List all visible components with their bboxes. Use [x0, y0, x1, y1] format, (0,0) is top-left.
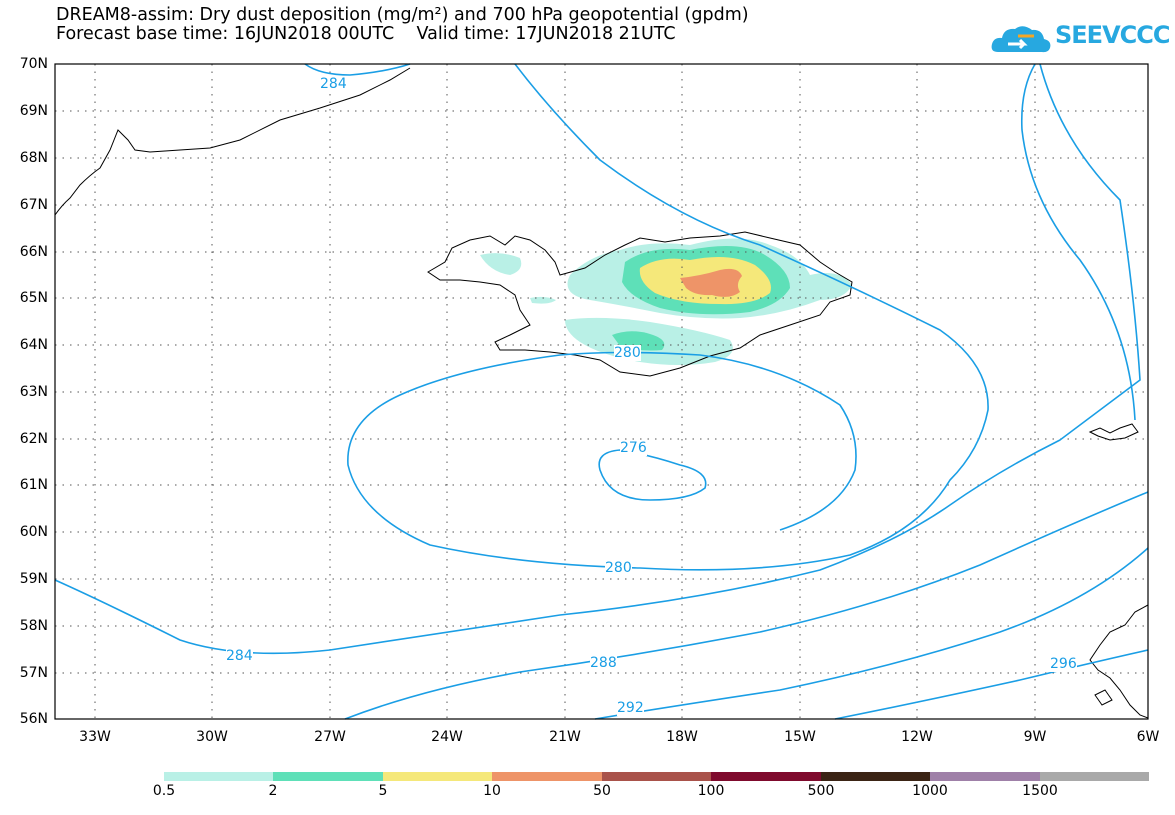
legend-label: 1000: [912, 783, 948, 799]
contour-label: 284: [226, 648, 253, 664]
lon-label: 12W: [901, 729, 933, 745]
contour-label: 284: [320, 76, 347, 92]
contour-label: 296: [1050, 656, 1077, 672]
contour-label: 288: [590, 655, 617, 671]
lon-label: 15W: [784, 729, 816, 745]
legend-label: 5: [378, 783, 388, 799]
legend-swatch: [273, 772, 383, 781]
legend-swatch: [492, 772, 602, 781]
lon-label: 24W: [431, 729, 463, 745]
lat-label: 68N: [19, 150, 48, 166]
graticule: [55, 64, 1148, 719]
hebrides: [1094, 689, 1113, 706]
geopotential-contours: [54, 63, 1149, 720]
contour-280-north: [347, 63, 989, 571]
contour-label: 280: [605, 560, 632, 576]
legend-swatch: [382, 772, 493, 781]
faroe-islands: [1088, 423, 1139, 441]
legend-label: 10: [483, 783, 501, 799]
cloud-logo-icon: [991, 26, 1051, 53]
lon-label: 30W: [196, 729, 228, 745]
coastlines: [54, 67, 1149, 719]
lon-label: 33W: [79, 729, 111, 745]
legend-label: 0.5: [152, 783, 176, 799]
lat-label: 57N: [19, 665, 48, 681]
dust-area-05-west: [480, 253, 522, 275]
dust-area-10: [680, 268, 742, 297]
lat-label: 59N: [19, 571, 48, 587]
lon-label: 27W: [314, 729, 346, 745]
lat-label: 56N: [19, 711, 48, 727]
lat-label: 65N: [19, 290, 48, 306]
lat-label: 60N: [19, 524, 48, 540]
contour-north-east: [1020, 63, 1136, 421]
legend-swatch: [711, 772, 821, 781]
contour-284-south: [54, 63, 1141, 655]
map-title: DREAM8-assim: Dry dust deposition (mg/m²…: [56, 5, 749, 25]
contour-label: 292: [617, 700, 644, 716]
lat-label: 67N: [19, 197, 48, 213]
legend-label: 100: [697, 783, 725, 799]
lon-label: 18W: [666, 729, 698, 745]
contour-276: [598, 449, 707, 501]
contour-label: 280: [614, 345, 641, 361]
contour-292: [594, 547, 1149, 720]
lat-label: 62N: [19, 431, 48, 447]
legend-swatch: [1039, 772, 1149, 781]
lat-label: 64N: [19, 337, 48, 353]
legend-color-bar: [164, 772, 1149, 781]
lat-label: 58N: [19, 618, 48, 634]
lon-label: 21W: [549, 729, 581, 745]
iceland-coast: [427, 231, 853, 377]
greenland-coast: [54, 67, 411, 216]
dust-shading: [480, 238, 852, 365]
legend-swatch: [930, 772, 1040, 781]
lon-label: 6W: [1136, 729, 1160, 745]
legend-label: 1500: [1022, 783, 1058, 799]
lon-label: 9W: [1023, 729, 1047, 745]
logo-text: SEEVCCC: [1055, 21, 1170, 49]
legend-swatch: [601, 772, 712, 781]
contour-284-north: [304, 63, 411, 76]
scotland-coast: [1089, 604, 1149, 719]
lat-label: 66N: [19, 244, 48, 260]
lat-label: 61N: [19, 477, 48, 493]
contour-296: [834, 649, 1149, 720]
lat-label: 70N: [19, 56, 48, 72]
contour-label: 276: [620, 440, 647, 456]
lat-label: 69N: [19, 103, 48, 119]
contour-288: [344, 491, 1149, 720]
legend-swatch: [164, 772, 274, 781]
map-frame: [54, 63, 1149, 720]
lat-label: 63N: [19, 384, 48, 400]
legend-label: 2: [268, 783, 278, 799]
legend-label: 50: [593, 783, 611, 799]
map-subtitle: Forecast base time: 16JUN2018 00UTC Vali…: [56, 24, 676, 44]
legend-label: 500: [807, 783, 835, 799]
dust-area-05-sw: [530, 296, 556, 304]
legend-swatch: [820, 772, 931, 781]
